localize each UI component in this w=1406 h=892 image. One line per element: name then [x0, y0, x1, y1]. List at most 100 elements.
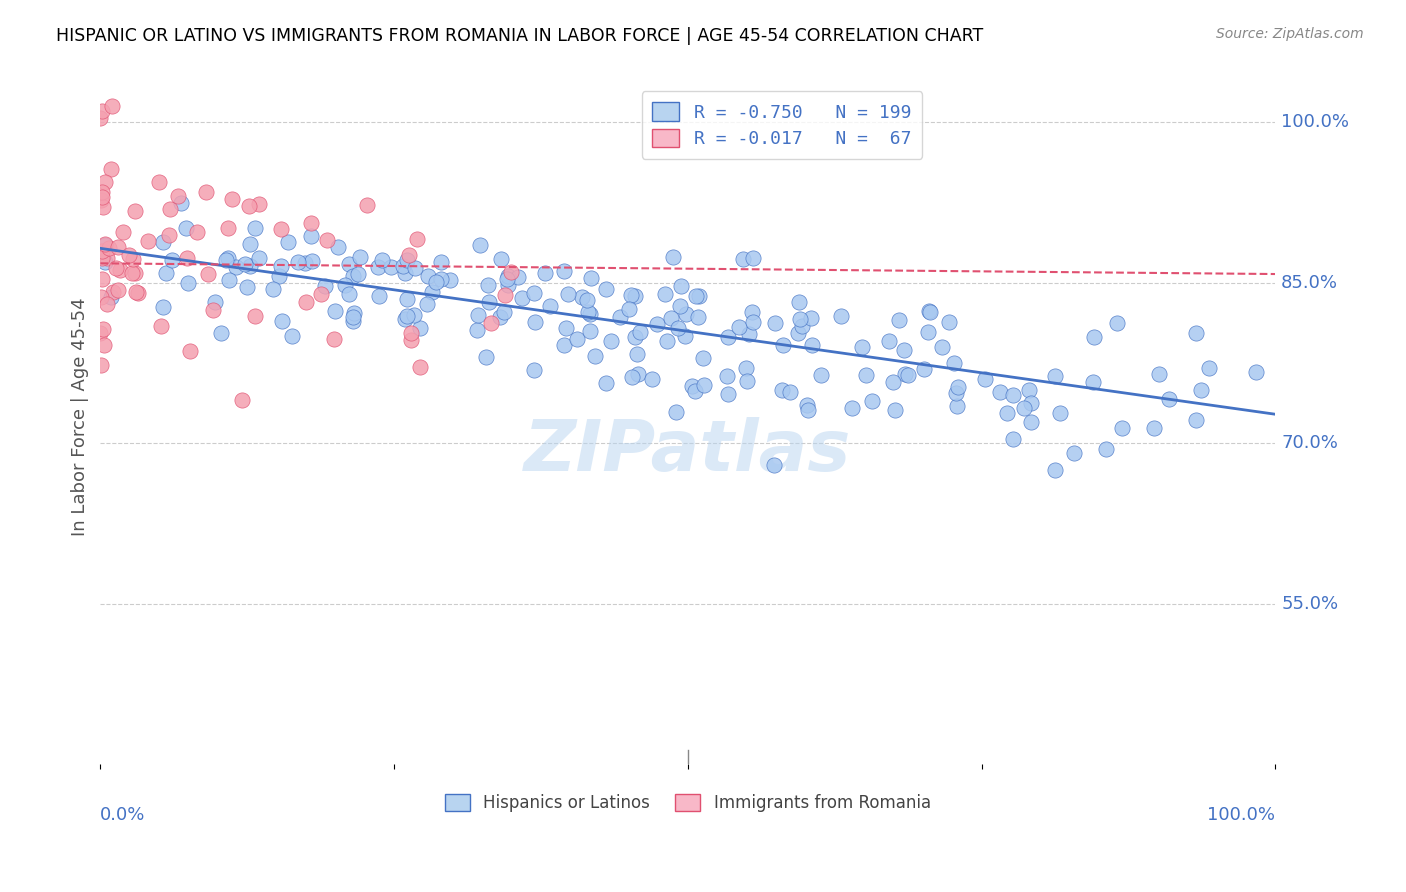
Point: [595, 376, 617, 390]
Point: [792, 318, 814, 333]
Point: [225, 260, 247, 274]
Point: [1081, 376, 1104, 390]
Point: [742, 252, 765, 266]
Point: [851, 340, 873, 354]
Point: [239, 260, 262, 274]
Point: [277, 235, 299, 250]
Point: [399, 333, 422, 347]
Point: [553, 337, 575, 351]
Point: [100, 161, 122, 176]
Point: [408, 321, 430, 335]
Point: [1185, 326, 1208, 341]
Point: [628, 326, 651, 340]
Point: [841, 401, 863, 415]
Point: [688, 289, 710, 303]
Point: [600, 334, 623, 349]
Point: [626, 347, 648, 361]
Point: [100, 290, 122, 304]
Text: Source: ZipAtlas.com: Source: ZipAtlas.com: [1216, 27, 1364, 41]
Point: [810, 368, 832, 382]
Point: [177, 277, 200, 291]
Point: [93, 238, 115, 252]
Point: [398, 248, 420, 262]
Point: [733, 252, 755, 266]
Point: [717, 330, 740, 344]
Point: [124, 266, 146, 280]
Point: [887, 313, 910, 327]
Point: [1001, 388, 1024, 402]
Point: [627, 368, 650, 382]
Point: [89, 326, 111, 341]
Point: [1095, 442, 1118, 457]
Point: [270, 222, 292, 236]
Point: [770, 383, 793, 397]
Point: [347, 267, 370, 281]
Point: [89, 358, 111, 372]
Point: [534, 266, 557, 280]
Point: [579, 307, 602, 321]
Point: [692, 351, 714, 365]
Point: [1244, 365, 1267, 379]
Point: [496, 268, 519, 283]
Point: [738, 327, 761, 342]
Point: [323, 304, 346, 318]
Point: [100, 98, 122, 112]
Point: [395, 252, 418, 267]
Y-axis label: In Labor Force | Age 45-54: In Labor Force | Age 45-54: [72, 297, 89, 536]
Point: [576, 293, 599, 308]
Point: [523, 363, 546, 377]
Point: [479, 317, 502, 331]
Point: [862, 394, 884, 409]
Point: [685, 384, 707, 398]
Text: 55.0%: 55.0%: [1281, 595, 1339, 613]
Point: [571, 290, 593, 304]
Point: [148, 175, 170, 189]
Point: [186, 225, 208, 239]
Point: [294, 256, 316, 270]
Point: [157, 228, 180, 243]
Point: [405, 232, 427, 246]
Point: [430, 255, 453, 269]
Point: [855, 368, 877, 382]
Point: [467, 308, 489, 322]
Point: [167, 189, 190, 203]
Point: [121, 252, 143, 267]
Point: [404, 260, 426, 275]
Point: [96, 251, 118, 265]
Point: [160, 253, 183, 268]
Point: [576, 305, 599, 319]
Point: [221, 193, 243, 207]
Point: [1001, 432, 1024, 446]
Point: [96, 297, 118, 311]
Point: [800, 310, 823, 325]
Point: [495, 272, 517, 286]
Point: [90, 193, 112, 207]
Point: [342, 310, 364, 325]
Point: [896, 368, 918, 382]
Point: [830, 309, 852, 323]
Point: [1019, 415, 1042, 429]
Point: [299, 229, 322, 244]
Point: [280, 329, 302, 343]
Point: [394, 312, 416, 326]
Point: [170, 196, 193, 211]
Point: [91, 244, 114, 258]
Point: [882, 375, 904, 389]
Point: [322, 332, 344, 346]
Point: [801, 337, 824, 351]
Point: [762, 458, 785, 472]
Point: [1111, 420, 1133, 434]
Point: [501, 265, 523, 279]
Point: [356, 198, 378, 212]
Point: [409, 359, 432, 374]
Point: [893, 343, 915, 357]
Point: [492, 305, 515, 319]
Point: [371, 253, 394, 268]
Point: [392, 259, 415, 273]
Point: [104, 260, 127, 275]
Point: [787, 295, 810, 310]
Point: [91, 200, 114, 214]
Point: [477, 278, 499, 293]
Point: [155, 266, 177, 280]
Point: [343, 306, 366, 320]
